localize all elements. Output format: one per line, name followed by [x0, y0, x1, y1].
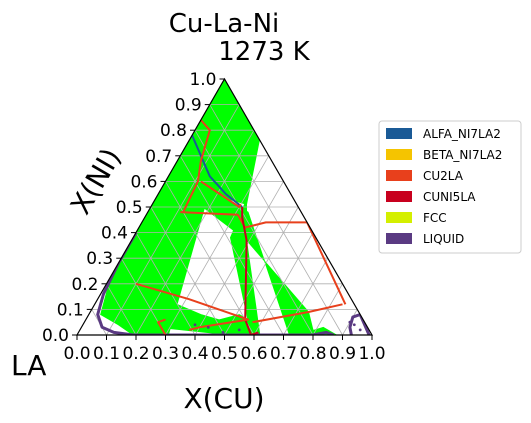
- x-tick-label: 0.5: [211, 344, 238, 364]
- scatter-points: [193, 320, 362, 334]
- boundary-cu2la: [135, 282, 250, 331]
- legend-swatch: [386, 128, 412, 139]
- data-point: [237, 328, 241, 332]
- y-tick-label: 0.4: [101, 224, 128, 244]
- y-tick-label: 1.0: [189, 70, 216, 90]
- x-axis-label: X(CU): [183, 382, 264, 415]
- legend-swatch: [386, 170, 412, 181]
- y-tick-label: 0.3: [86, 249, 113, 269]
- grid-line: [283, 258, 329, 336]
- x-tick-label: 0.2: [122, 344, 149, 364]
- y-tick-label: 0.1: [57, 300, 84, 320]
- x-tick-label: 0.3: [152, 344, 179, 364]
- grid-line: [106, 104, 240, 336]
- corner-label-la: LA: [11, 349, 46, 382]
- data-point: [358, 328, 362, 332]
- grid-line: [224, 206, 299, 336]
- grid-line: [135, 232, 196, 336]
- ticks: 0.0 0.1 0.2 0.3 0.4 0.5 0.6 0.7 0.8 0.9 1.00.00.10…: [42, 70, 386, 364]
- boundary-cu2la: [200, 180, 242, 208]
- grid-line: [106, 283, 137, 336]
- legend-label: CU2LA: [423, 169, 464, 183]
- grid-line: [209, 104, 343, 336]
- legend-label: ALFA_NI7LA2: [423, 127, 501, 141]
- legend-swatch: [386, 233, 412, 244]
- y-tick-label: 0.6: [130, 172, 157, 192]
- y-tick-label: 0.2: [71, 275, 98, 295]
- x-tick-label: 0.4: [181, 344, 208, 364]
- legend: ALFA_NI7LA2 BETA_NI7LA2 CU2LA CUNI5LA FCC LIQ…: [378, 120, 522, 254]
- legend-swatch: [386, 191, 412, 202]
- y-tick-label: 0.5: [116, 198, 143, 218]
- phase-boundaries: [96, 119, 371, 335]
- boundary-cu2la: [180, 211, 347, 305]
- grid-line: [194, 130, 314, 336]
- legend-label: LIQUID: [423, 232, 464, 246]
- x-tick-label: 0.9: [329, 344, 356, 364]
- x-tick-label: 0.6: [240, 344, 267, 364]
- data-point: [352, 323, 356, 327]
- grid-line: [165, 155, 270, 336]
- legend-swatch: [386, 212, 412, 223]
- legend-frame: [378, 120, 522, 254]
- boundary-cu2la: [252, 303, 343, 324]
- legend-label: FCC: [423, 211, 447, 225]
- x-tick-label: 0.7: [270, 344, 297, 364]
- y-tick-label: 0.9: [175, 96, 202, 116]
- x-tick-label: 1.0: [358, 344, 385, 364]
- data-point: [348, 320, 352, 324]
- grid-line: [165, 181, 255, 336]
- data-point: [206, 325, 210, 329]
- boundary-liquid: [348, 313, 371, 335]
- x-tick-label: 0.0: [63, 344, 90, 364]
- boundary-alfa_ni7la2: [191, 134, 243, 208]
- data-point: [193, 323, 197, 327]
- boundary-liquid: [96, 231, 335, 335]
- x-tick-label: 0.1: [93, 344, 120, 364]
- data-point: [221, 331, 225, 334]
- y-tick-label: 0.0: [42, 326, 69, 346]
- chart-title: Cu-La-Ni: [169, 9, 280, 39]
- boundary-cu2la: [182, 119, 211, 213]
- x-tick-label: 0.8: [299, 344, 326, 364]
- y-tick-label: 0.7: [145, 147, 172, 167]
- y-tick-label: 0.8: [160, 121, 187, 141]
- legend-label: BETA_NI7LA2: [423, 148, 502, 162]
- chart-subtitle: 1273 K: [218, 37, 310, 67]
- boundary-cu2la: [157, 318, 167, 335]
- plot-area: 0.0 0.1 0.2 0.3 0.4 0.5 0.6 0.7 0.8 0.9 1.00.00.10…: [42, 70, 386, 364]
- grid-line: [179, 155, 284, 336]
- legend-swatch: [386, 149, 412, 160]
- legend-label: CUNI5LA: [423, 190, 476, 204]
- grid-line: [150, 206, 225, 336]
